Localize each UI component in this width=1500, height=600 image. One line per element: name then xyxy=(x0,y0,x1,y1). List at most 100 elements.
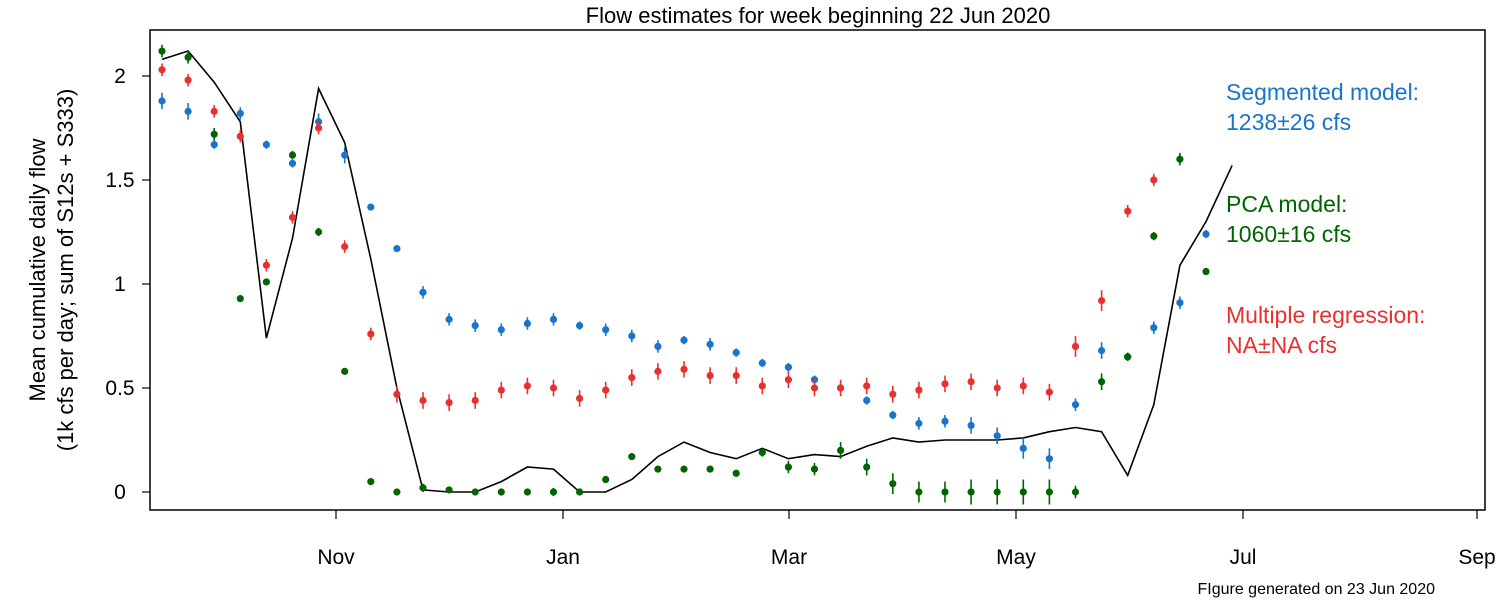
annotation-segmented-title: Segmented model: xyxy=(1226,79,1419,105)
pca-model-point xyxy=(576,488,584,496)
multiple-regression-point xyxy=(654,367,662,375)
pca-model-point xyxy=(315,228,323,236)
pca-model-point xyxy=(784,463,793,471)
pca-model-point xyxy=(288,151,297,159)
segmented-model-point xyxy=(445,315,453,323)
multiple-regression-point xyxy=(993,384,1001,392)
segmented-model-point xyxy=(497,326,505,334)
plot-frame xyxy=(149,29,1486,511)
multiple-regression-point xyxy=(1071,342,1080,350)
pca-model-point xyxy=(863,463,871,471)
segmented-model-point xyxy=(941,417,949,425)
y-tick-label: 1.5 xyxy=(105,169,134,192)
multiple-regression-point xyxy=(1098,297,1106,305)
pca-model-point xyxy=(393,488,401,496)
segmented-model-point xyxy=(419,288,427,296)
multiple-regression-point xyxy=(523,382,532,390)
x-tick-label: Sep xyxy=(1458,546,1495,569)
multiple-regression-point xyxy=(915,386,923,394)
y-tick-label: 1 xyxy=(114,273,126,296)
multiple-regression-point xyxy=(288,213,297,222)
multiple-regression-point xyxy=(784,376,793,384)
pca-model-point xyxy=(158,47,166,55)
annotation-regression: Multiple regression: NA±NA cfs xyxy=(1226,302,1425,358)
pca-model-point xyxy=(915,488,923,496)
pca-model-point xyxy=(654,465,662,473)
segmented-model-point xyxy=(602,326,610,334)
pca-model-point xyxy=(837,446,845,454)
multiple-regression-point xyxy=(941,380,949,388)
chart-title: Flow estimates for week beginning 22 Jun… xyxy=(586,3,1051,28)
multiple-regression-point xyxy=(863,382,871,390)
pca-model-point xyxy=(210,130,218,138)
segmented-model-point xyxy=(654,342,662,350)
multiple-regression-point xyxy=(393,390,401,398)
y-tick-label: 0.5 xyxy=(105,377,134,400)
segmented-model-point xyxy=(471,322,479,330)
y-axis-label-line2: (1k cfs per day; sum of S12s + S333) xyxy=(53,89,78,452)
segmented-model-series xyxy=(158,92,1210,470)
pca-model-point xyxy=(367,478,375,486)
segmented-model-point xyxy=(993,432,1001,440)
segmented-model-point xyxy=(1045,455,1053,463)
multiple-regression-point xyxy=(471,396,479,405)
x-tick-label: Mar xyxy=(771,546,807,569)
segmented-model-point xyxy=(889,411,897,419)
multiple-regression-point xyxy=(1045,388,1053,396)
y-axis: 0 0.5 1 1.5 2 xyxy=(105,65,150,504)
multiple-regression-point xyxy=(184,76,192,84)
x-tick-label: Nov xyxy=(317,546,355,569)
pca-model-point xyxy=(341,367,349,375)
pca-model-point xyxy=(628,453,636,461)
multiple-regression-point xyxy=(1019,382,1027,390)
multiple-regression-point xyxy=(497,386,505,394)
multiple-regression-point xyxy=(1124,207,1132,215)
segmented-model-point xyxy=(184,107,192,115)
pca-model-point xyxy=(1176,155,1184,163)
y-tick-label: 0 xyxy=(114,481,126,504)
pca-model-point xyxy=(706,465,714,473)
pca-model-point xyxy=(262,278,270,286)
segmented-model-point xyxy=(158,97,166,105)
segmented-model-point xyxy=(758,359,766,367)
segmented-model-point xyxy=(680,336,688,344)
multiple-regression-point xyxy=(837,384,845,392)
pca-model-point xyxy=(1098,378,1106,386)
observed-flow-layer xyxy=(161,50,1233,493)
multiple-regression-point xyxy=(419,396,427,405)
x-axis: Nov Jan Mar May Jul Sep xyxy=(317,510,1496,569)
segmented-model-point xyxy=(393,245,401,253)
multiple-regression-point xyxy=(967,378,975,386)
pca-model-point xyxy=(1071,488,1080,496)
segmented-model-point xyxy=(1019,444,1027,452)
pca-model-point xyxy=(810,465,819,473)
pca-model-point xyxy=(523,488,532,496)
segmented-model-point xyxy=(367,203,375,211)
segmented-model-point xyxy=(210,141,218,149)
segmented-model-point xyxy=(706,340,714,348)
segmented-model-point xyxy=(1202,230,1210,238)
segmented-model-point xyxy=(863,396,871,405)
multiple-regression-point xyxy=(628,374,636,382)
multiple-regression-point xyxy=(810,384,819,392)
segmented-model-point xyxy=(1071,401,1080,409)
annotation-pca-title: PCA model: xyxy=(1226,191,1347,217)
observed-flow-line xyxy=(161,50,1233,493)
segmented-model-point xyxy=(262,141,270,149)
annotation-regression-title: Multiple regression: xyxy=(1226,302,1425,328)
multiple-regression-point xyxy=(706,371,714,380)
pca-model-point xyxy=(993,488,1001,496)
multiple-regression-point xyxy=(236,132,244,140)
segmented-model-point xyxy=(1150,324,1158,332)
y-tick-label: 2 xyxy=(114,65,126,88)
multiple-regression-point xyxy=(210,107,218,115)
pca-model-point xyxy=(184,53,192,61)
pca-model-series xyxy=(158,44,1210,505)
pca-model-point xyxy=(680,465,688,473)
segmented-model-point xyxy=(915,419,923,427)
pca-model-point xyxy=(445,486,453,494)
segmented-model-point xyxy=(1176,299,1184,307)
multiple-regression-point xyxy=(680,365,688,373)
figure-footer: FIgure generated on 23 Jun 2020 xyxy=(1197,581,1435,598)
